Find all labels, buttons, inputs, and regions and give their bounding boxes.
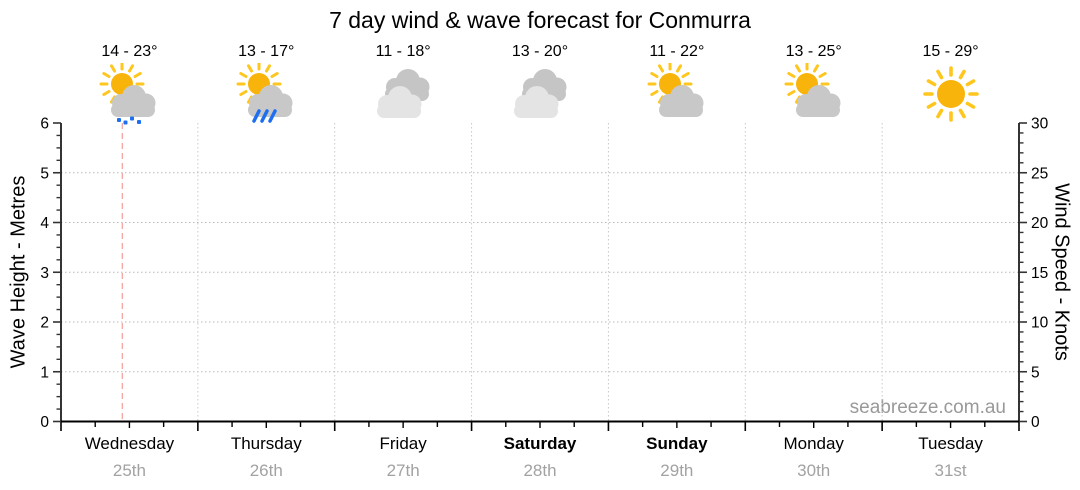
wave-tick-label: 4 bbox=[40, 215, 49, 232]
day-column-thursday: 13 - 17° Thursday 26th bbox=[198, 0, 335, 490]
weather-icon-partly-sunny bbox=[647, 63, 704, 117]
day-column-monday: 13 - 25° Monday 30th bbox=[745, 0, 882, 490]
day-name: Thursday bbox=[230, 434, 302, 453]
day-column-sunday: 11 - 22° Sunday 29th bbox=[608, 0, 745, 490]
day-column-saturday: 13 - 20° Saturday 28th bbox=[472, 0, 609, 490]
day-column-tuesday: 15 - 29° Tuesday 31st bbox=[882, 0, 1019, 490]
rain-streak bbox=[268, 109, 278, 123]
weather-icon-cloudy bbox=[377, 69, 430, 118]
day-date: 31st bbox=[934, 461, 967, 480]
temperature-range: 11 - 22° bbox=[649, 43, 705, 60]
wave-tick-label: 3 bbox=[40, 265, 49, 282]
day-name: Friday bbox=[379, 434, 427, 453]
day-column-friday: 11 - 18° Friday 27th bbox=[335, 0, 472, 490]
day-name: Wednesday bbox=[84, 434, 175, 453]
wave-tick-label: 6 bbox=[40, 116, 49, 133]
wave-tick-label: 5 bbox=[40, 165, 49, 182]
day-column-wednesday: 14 - 23° Wednesday 25th bbox=[61, 0, 198, 490]
drizzle-dot bbox=[130, 116, 135, 121]
chart-title: 7 day wind & wave forecast for Conmurra bbox=[329, 7, 751, 33]
weather-icon-cloudy bbox=[513, 69, 567, 118]
weather-icon-sunny bbox=[922, 66, 979, 122]
wave-tick-label: 1 bbox=[40, 364, 49, 381]
day-date: 27th bbox=[386, 461, 420, 480]
wind-tick-label: 25 bbox=[1031, 165, 1048, 182]
rain-streak bbox=[260, 109, 270, 123]
day-name: Monday bbox=[783, 434, 844, 453]
temperature-range: 13 - 25° bbox=[785, 43, 842, 60]
temperature-range: 13 - 20° bbox=[511, 43, 569, 60]
wind-tick-label: 20 bbox=[1031, 215, 1049, 232]
day-date: 26th bbox=[249, 461, 283, 480]
day-name: Saturday bbox=[503, 434, 577, 453]
weather-icon-partly-sunny-drizzle bbox=[99, 63, 156, 125]
rain-streak bbox=[252, 109, 262, 123]
day-date: 28th bbox=[523, 461, 557, 480]
day-date: 30th bbox=[797, 461, 831, 480]
wind-tick-label: 15 bbox=[1031, 265, 1048, 282]
wind-tick-label: 0 bbox=[1031, 414, 1040, 431]
wave-tick-label: 2 bbox=[40, 315, 49, 332]
weather-icon-partly-sunny-rain bbox=[236, 63, 293, 123]
temperature-range: 15 - 29° bbox=[922, 43, 979, 60]
wind-tick-label: 5 bbox=[1031, 364, 1040, 381]
temperature-range: 11 - 18° bbox=[375, 43, 431, 60]
day-date: 29th bbox=[660, 461, 694, 480]
watermark: seabreeze.com.au bbox=[849, 397, 1006, 418]
day-name: Sunday bbox=[646, 434, 708, 453]
wind-tick-label: 30 bbox=[1031, 116, 1049, 133]
temperature-range: 13 - 17° bbox=[238, 43, 295, 60]
drizzle-dot bbox=[117, 118, 122, 122]
day-name: Tuesday bbox=[918, 434, 983, 453]
wave-tick-label: 0 bbox=[40, 414, 49, 431]
drizzle-dot bbox=[137, 120, 142, 124]
temperature-range: 14 - 23° bbox=[101, 43, 158, 60]
drizzle-dot bbox=[123, 120, 128, 125]
day-date: 25th bbox=[112, 461, 146, 480]
wind-tick-label: 10 bbox=[1031, 315, 1049, 332]
weather-icon-partly-sunny bbox=[784, 63, 841, 117]
